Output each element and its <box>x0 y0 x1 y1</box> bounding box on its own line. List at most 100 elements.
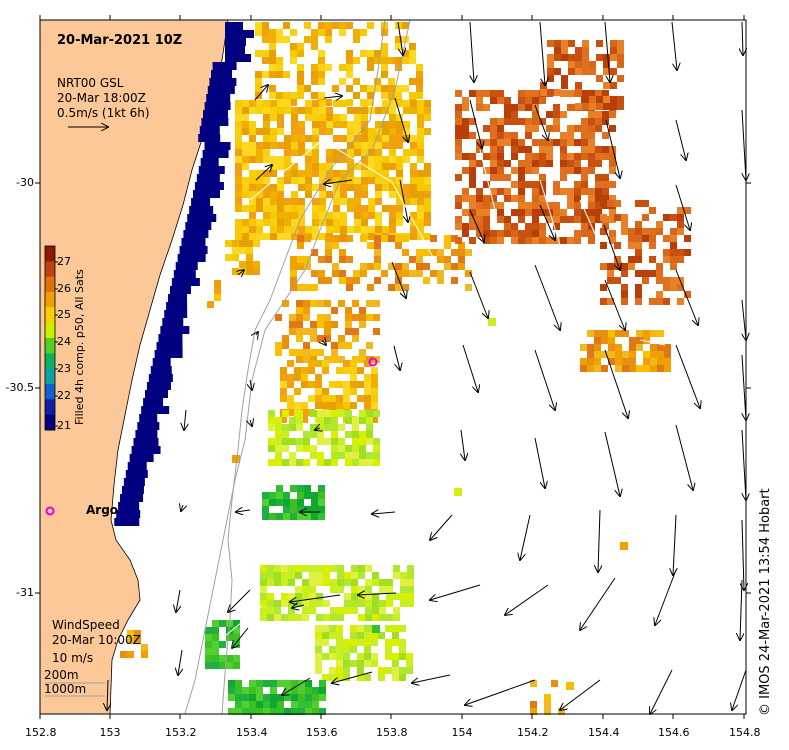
sst-pixel <box>389 156 396 163</box>
colorbar-segment <box>45 353 55 370</box>
sst-pixel <box>256 205 263 212</box>
sst-pixel <box>650 365 657 372</box>
sst-pixel <box>249 107 256 114</box>
plot-frame <box>39 19 747 715</box>
sst-pixel <box>329 632 336 639</box>
mask-pixel <box>189 206 214 214</box>
sst-pixel <box>375 212 382 219</box>
mask-pixel <box>139 414 158 422</box>
sst-pixel <box>504 111 511 118</box>
sst-pixel <box>260 614 267 621</box>
sst-pixel <box>256 233 263 240</box>
sst-pixel <box>249 191 256 198</box>
sst-pixel <box>558 708 565 715</box>
sst-pixel <box>346 235 353 242</box>
sst-pixel <box>329 395 336 402</box>
sst-pixel <box>347 128 354 135</box>
sst-pixel <box>284 149 291 156</box>
sst-pixel <box>657 365 664 372</box>
sst-pixel <box>225 240 232 247</box>
sst-pixel <box>614 242 621 249</box>
sst-pixel <box>291 135 298 142</box>
sst-pixel <box>270 191 277 198</box>
sst-pixel <box>546 216 553 223</box>
sst-pixel <box>382 156 389 163</box>
sst-pixel <box>388 57 395 64</box>
sst-pixel <box>256 142 263 149</box>
sst-pixel <box>497 132 504 139</box>
mask-pixel <box>202 150 229 158</box>
sst-pixel <box>399 639 406 646</box>
sst-pixel <box>288 614 295 621</box>
sst-pixel <box>312 121 319 128</box>
sst-pixel <box>235 191 242 198</box>
sst-pixel <box>581 216 588 223</box>
sst-pixel <box>386 579 393 586</box>
sst-pixel <box>553 202 560 209</box>
vector-arrow <box>184 409 186 430</box>
sst-pixel <box>677 214 684 221</box>
sst-pixel <box>610 96 617 103</box>
sst-pixel <box>568 61 575 68</box>
sst-pixel <box>588 230 595 237</box>
sst-pixel <box>242 114 249 121</box>
sst-pixel <box>518 90 525 97</box>
sst-pixel <box>303 349 310 356</box>
sst-pixel <box>134 630 141 637</box>
sst-pixel <box>317 349 324 356</box>
sst-pixel <box>677 221 684 228</box>
sst-pixel <box>333 170 340 177</box>
sst-pixel <box>382 135 389 142</box>
sst-pixel <box>331 321 338 328</box>
sst-pixel <box>352 445 359 452</box>
sst-pixel <box>497 237 504 244</box>
sst-pixel <box>588 188 595 195</box>
sst-pixel <box>372 607 379 614</box>
sst-pixel <box>345 452 352 459</box>
sst-pixel <box>402 263 409 270</box>
sst-pixel <box>330 607 337 614</box>
sst-pixel <box>310 300 317 307</box>
sst-pixel <box>409 78 416 85</box>
sst-pixel <box>298 219 305 226</box>
mask-pixel <box>150 366 172 374</box>
sst-pixel <box>582 40 589 47</box>
sst-pixel <box>511 209 518 216</box>
sst-pixel <box>581 90 588 97</box>
sst-pixel <box>636 344 643 351</box>
sst-pixel <box>253 268 260 275</box>
sst-pixel <box>249 121 256 128</box>
sst-pixel <box>511 118 518 125</box>
sst-pixel <box>547 40 554 47</box>
sst-pixel <box>249 142 256 149</box>
sst-pixel <box>374 249 381 256</box>
sst-pixel <box>284 163 291 170</box>
sst-pixel <box>600 284 607 291</box>
sst-pixel <box>525 237 532 244</box>
colorbar-tick-label: 22 <box>57 389 71 402</box>
sst-pixel <box>319 708 326 715</box>
sst-pixel <box>382 226 389 233</box>
sst-pixel <box>444 242 451 249</box>
sst-pixel <box>629 344 636 351</box>
sst-pixel <box>331 452 338 459</box>
sst-pixel <box>263 701 270 708</box>
drift-track <box>321 139 393 183</box>
sst-pixel <box>518 174 525 181</box>
sst-pixel <box>525 153 532 160</box>
sst-pixel <box>319 694 326 701</box>
sst-pixel <box>382 177 389 184</box>
mask-pixel <box>207 86 235 94</box>
sst-pixel <box>375 177 382 184</box>
sst-pixel <box>235 135 242 142</box>
sst-pixel <box>312 107 319 114</box>
colorbar-segment <box>45 292 55 308</box>
sst-pixel <box>364 625 371 632</box>
sst-pixel <box>269 92 276 99</box>
sst-pixel <box>601 337 608 344</box>
sst-pixel <box>340 121 347 128</box>
sst-pixel <box>235 163 242 170</box>
vector-arrow <box>323 96 342 98</box>
sst-pixel <box>317 459 324 466</box>
sst-pixel <box>530 701 537 708</box>
